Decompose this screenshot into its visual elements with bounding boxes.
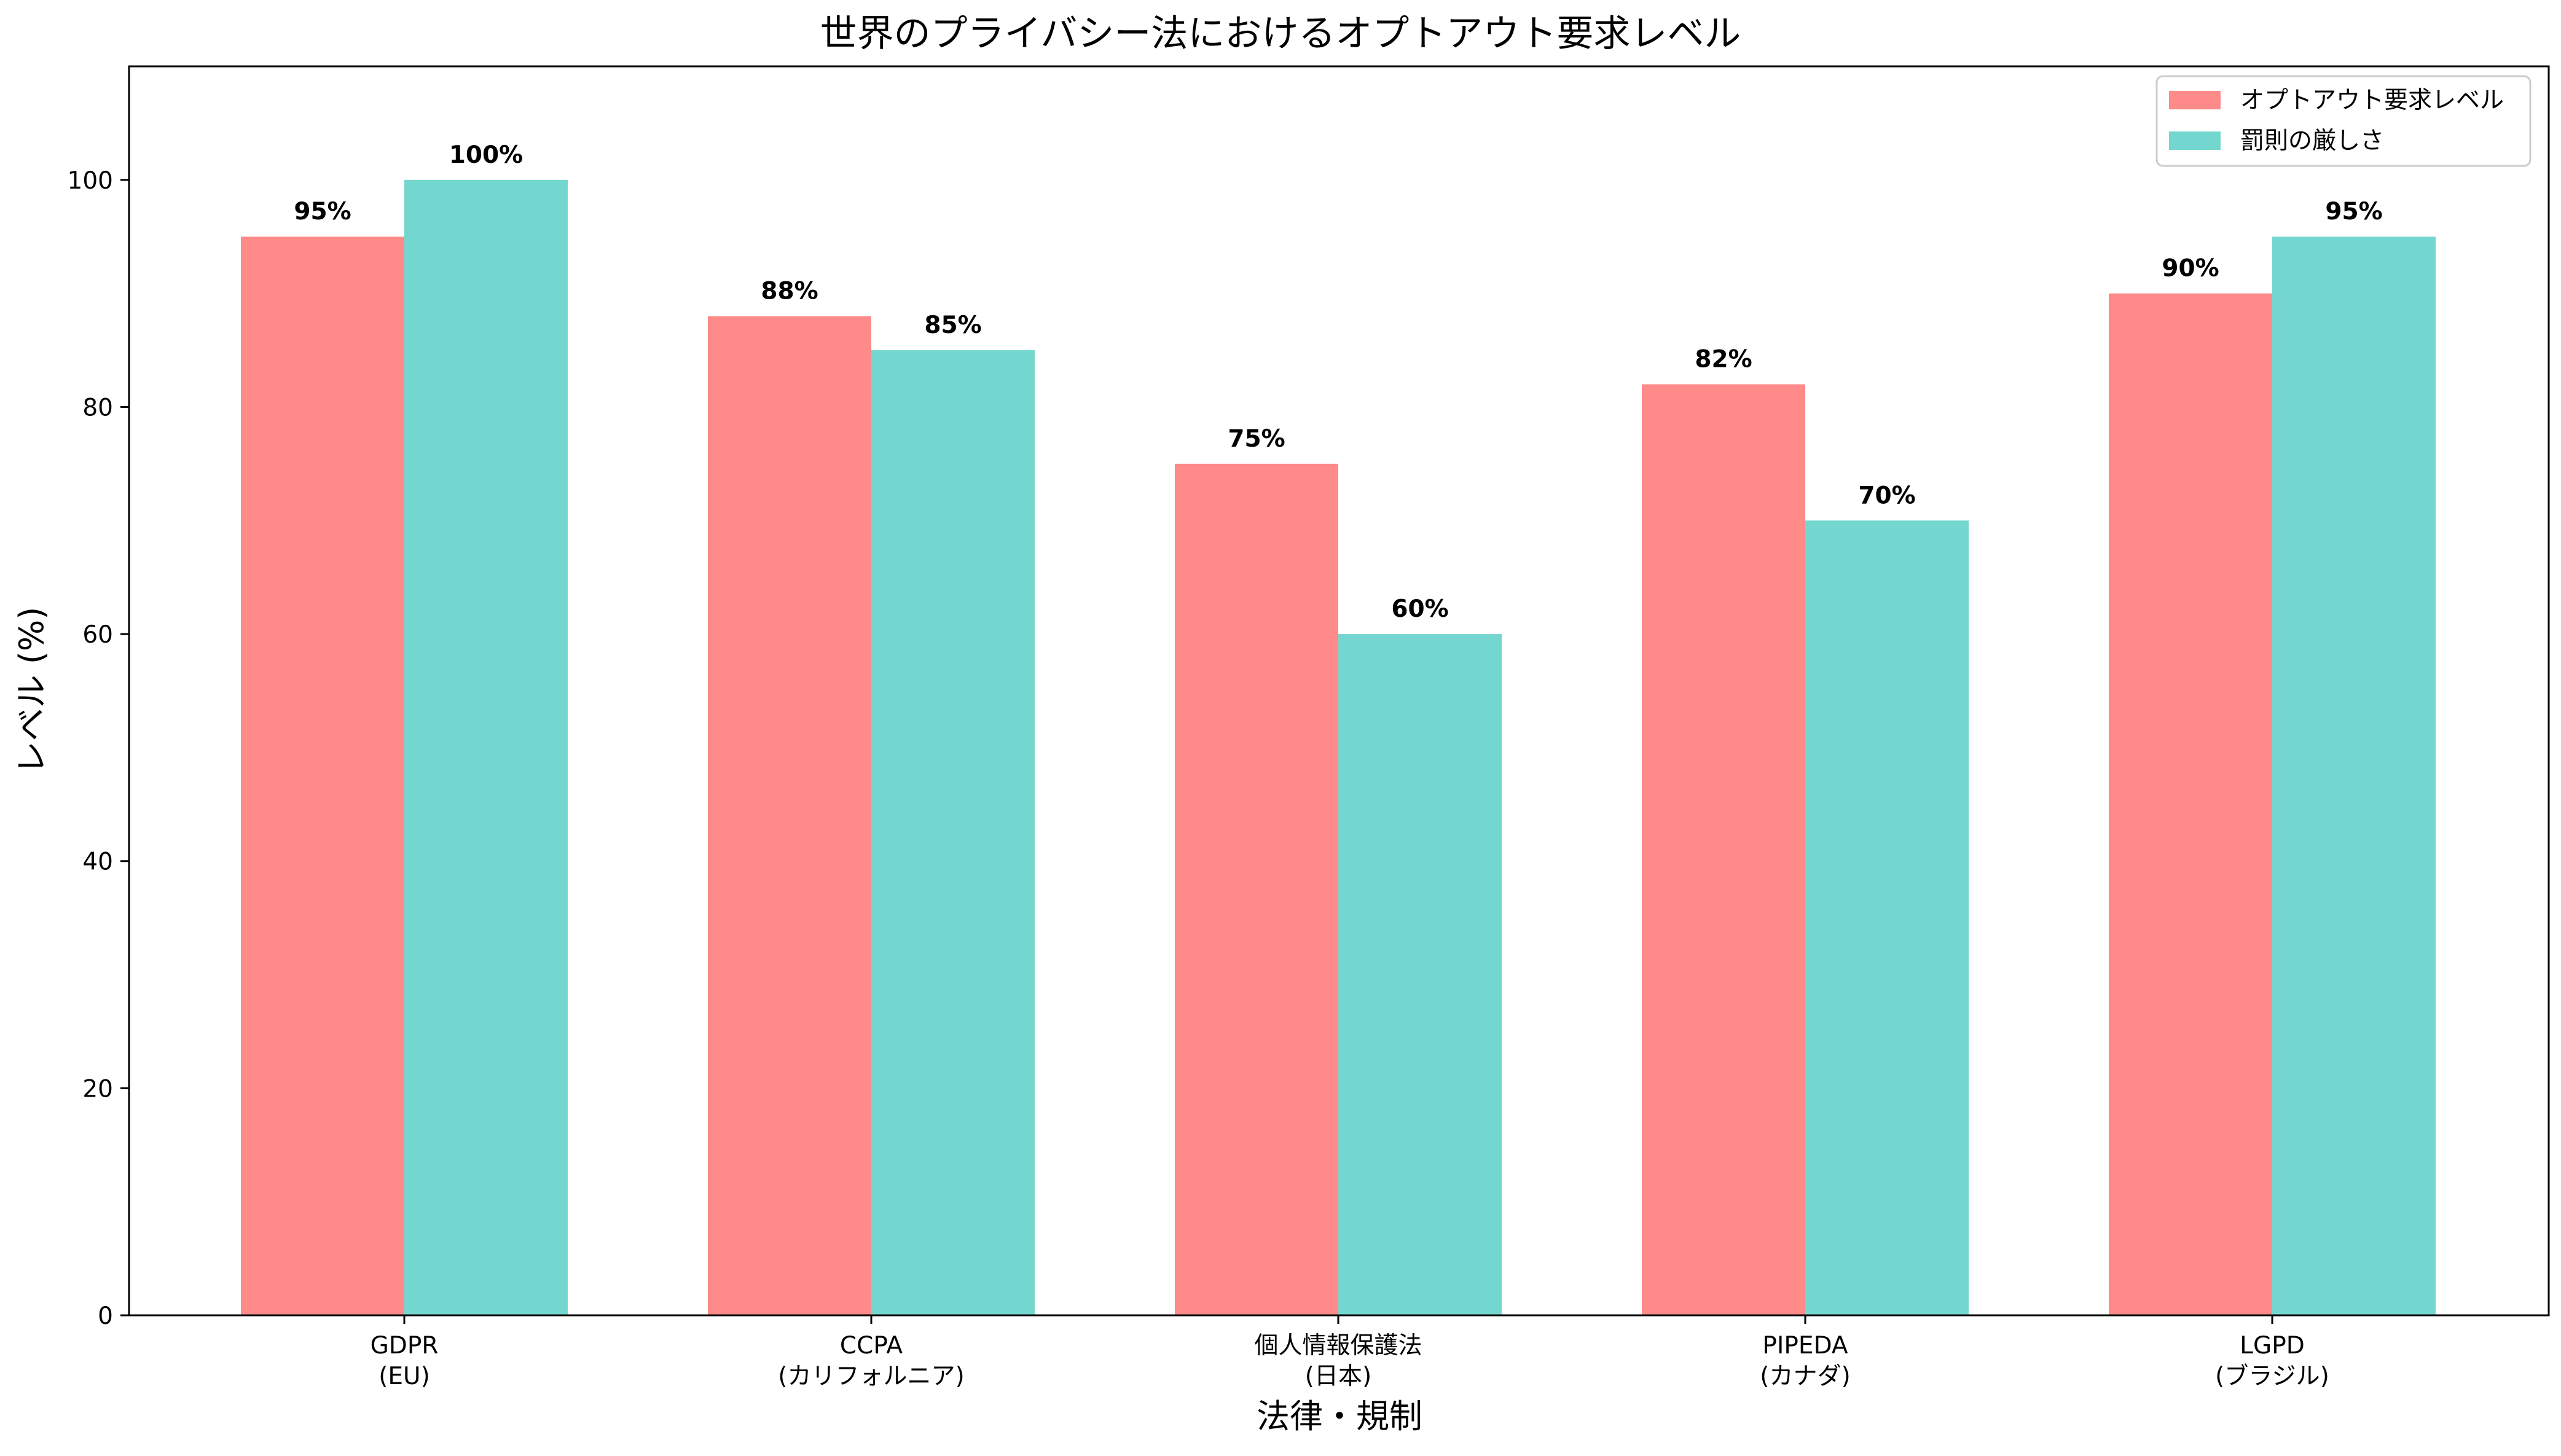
x-tick-label: CCPA bbox=[840, 1332, 903, 1360]
data-label-penalty: 70% bbox=[1858, 482, 1915, 509]
x-axis-ticks: GDPR (EU) CCPA (カリフォルニア) 個人情報保護法 (日本) PIPEDA (カ… bbox=[371, 1315, 2329, 1390]
bar-penalty bbox=[871, 350, 1035, 1316]
data-label-optout: 88% bbox=[761, 278, 818, 305]
legend-swatch-optout bbox=[2169, 91, 2221, 109]
y-tick-label: 60 bbox=[82, 621, 113, 649]
y-tick-label: 100 bbox=[68, 167, 113, 195]
y-axis-label: レベル (%) bbox=[12, 607, 51, 775]
data-labels-group: 95% 100% 88% 85% 75% 60% 82% 70% 90% 95% bbox=[294, 141, 2382, 623]
bar-penalty bbox=[2272, 237, 2436, 1315]
bar-penalty bbox=[1805, 520, 1969, 1315]
x-tick-sublabel: (ブラジル) bbox=[2215, 1363, 2329, 1390]
data-label-optout: 95% bbox=[294, 198, 351, 225]
y-tick-label: 40 bbox=[82, 848, 113, 876]
legend-label-penalty: 罰則の厳しさ bbox=[2240, 127, 2384, 155]
legend-label-optout: オプトアウト要求レベル bbox=[2240, 87, 2504, 114]
chart-title: 世界のプライバシー法におけるオプトアウト要求レベル bbox=[820, 12, 1741, 55]
bar-penalty bbox=[404, 179, 568, 1316]
x-tick-label: PIPEDA bbox=[1762, 1332, 1848, 1360]
legend-box bbox=[2155, 75, 2532, 167]
legend: オプトアウト要求レベル 罰則の厳しさ bbox=[2155, 75, 2532, 167]
y-axis-ticks: 0 20 40 60 80 100 bbox=[68, 167, 129, 1330]
bars-group bbox=[241, 179, 2436, 1316]
bar-optout bbox=[2109, 293, 2272, 1315]
x-tick-sublabel: (カナダ) bbox=[1760, 1363, 1850, 1390]
data-label-penalty: 85% bbox=[924, 311, 981, 339]
data-label-penalty: 95% bbox=[2325, 198, 2382, 225]
data-label-penalty: 100% bbox=[449, 141, 524, 169]
data-label-optout: 82% bbox=[1695, 345, 1752, 373]
y-tick-label: 0 bbox=[98, 1302, 113, 1330]
bar-optout bbox=[1642, 384, 1805, 1315]
data-label-optout: 90% bbox=[2162, 255, 2219, 283]
data-label-optout: 75% bbox=[1228, 425, 1285, 453]
bar-optout bbox=[708, 316, 871, 1315]
x-tick-label: LGPD bbox=[2240, 1332, 2305, 1360]
y-tick-label: 80 bbox=[82, 394, 113, 421]
bar-penalty bbox=[1338, 634, 1502, 1315]
x-tick-sublabel: (EU) bbox=[378, 1363, 430, 1390]
x-axis-label: 法律・規制 bbox=[1257, 1397, 1422, 1436]
bar-optout bbox=[1175, 463, 1338, 1315]
bar-optout bbox=[241, 237, 404, 1315]
x-tick-sublabel: (日本) bbox=[1305, 1363, 1371, 1390]
plot-frame bbox=[128, 65, 2550, 1317]
x-tick-label: 個人情報保護法 bbox=[1254, 1332, 1422, 1360]
x-tick-label: GDPR bbox=[371, 1332, 439, 1360]
data-label-penalty: 60% bbox=[1391, 595, 1448, 623]
x-tick-sublabel: (カリフォルニア) bbox=[778, 1363, 964, 1390]
legend-swatch-penalty bbox=[2169, 131, 2221, 150]
y-tick-label: 20 bbox=[82, 1075, 113, 1103]
